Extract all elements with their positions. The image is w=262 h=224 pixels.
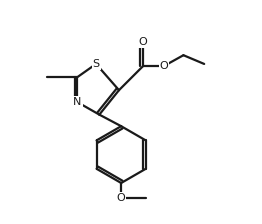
- Text: O: O: [159, 61, 168, 71]
- Text: S: S: [92, 59, 100, 69]
- Text: N: N: [73, 97, 82, 107]
- Text: O: O: [139, 37, 148, 47]
- Text: O: O: [117, 193, 125, 203]
